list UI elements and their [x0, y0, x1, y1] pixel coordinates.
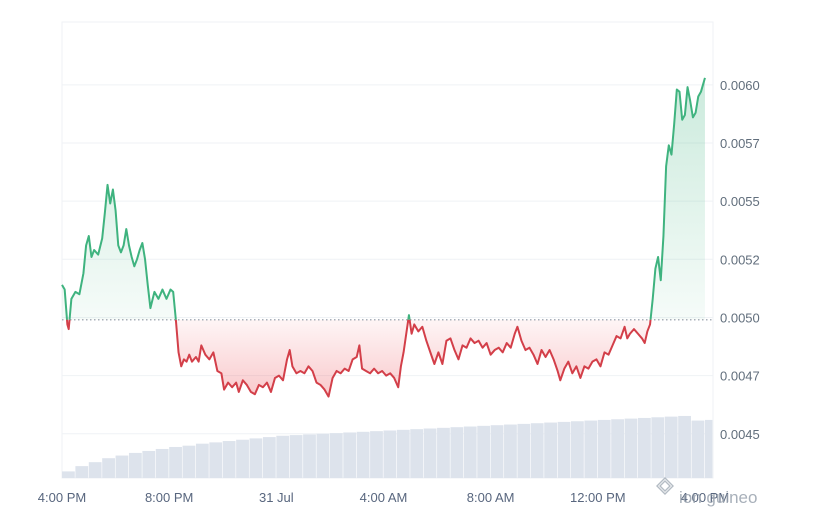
volume-bar	[530, 423, 544, 478]
volume-bar	[356, 431, 370, 478]
x-tick-label: 4:00 PM	[681, 490, 729, 505]
volume-bar	[329, 433, 343, 478]
watermark: ion guineo	[656, 477, 757, 507]
volume-bar	[236, 439, 249, 478]
volume-bar	[624, 418, 638, 478]
x-tick-label: 31 Jul	[259, 490, 294, 505]
volume-bar	[678, 415, 691, 478]
volume-bar	[128, 452, 142, 478]
volume-bar	[477, 425, 491, 478]
x-tick-label: 4:00 PM	[38, 490, 86, 505]
volume-bar	[423, 428, 437, 478]
x-tick-label: 8:00 PM	[145, 490, 193, 505]
x-axis: 4:00 PM 8:00 PM 31 Jul 4:00 AM 8:00 AM 12:00 …	[38, 490, 729, 505]
watermark-text: ion guineo	[679, 488, 757, 507]
volume-bar	[370, 431, 383, 478]
y-tick-label: 0.0057	[720, 136, 760, 151]
y-tick-label: 0.0047	[720, 369, 760, 384]
volume-bar	[276, 435, 290, 478]
volume-bar	[691, 420, 705, 478]
volume-bar	[504, 424, 517, 478]
volume-bar	[62, 471, 75, 478]
volume-bar	[142, 450, 156, 478]
y-tick-label: 0.0050	[720, 310, 760, 325]
price-line-up	[61, 77, 706, 320]
volume-bar	[637, 417, 651, 478]
volume-bar	[262, 437, 276, 478]
volume-bar	[557, 421, 571, 478]
volume-bars	[62, 415, 713, 478]
volume-bar	[396, 429, 410, 478]
volume-bar	[611, 419, 624, 478]
x-tick-label: 8:00 AM	[467, 490, 515, 505]
volume-bar	[490, 425, 504, 478]
volume-bar	[544, 422, 558, 478]
watermark-logo-icon	[656, 477, 674, 495]
volume-bar	[102, 458, 115, 478]
volume-bar	[571, 421, 584, 478]
area-above-baseline	[62, 77, 705, 320]
y-tick-label: 0.0052	[720, 252, 760, 267]
y-tick-label: 0.0045	[720, 427, 760, 442]
volume-bar	[169, 446, 182, 478]
volume-bar	[303, 434, 316, 478]
x-tick-label: 4:00 AM	[360, 490, 408, 505]
plot-frame	[61, 21, 714, 479]
y-axis: 0.0045 0.0047 0.0050 0.0052 0.0055 0.0057 0.00…	[720, 78, 760, 442]
volume-bar	[249, 438, 263, 478]
volume-bar	[463, 426, 477, 478]
volume-bar	[584, 420, 598, 478]
volume-bar	[222, 441, 236, 478]
volume-bar	[410, 429, 424, 478]
volume-bar	[115, 455, 129, 478]
volume-bar	[597, 419, 611, 478]
volume-bar	[651, 417, 665, 478]
x-tick-label: 12:00 PM	[570, 490, 626, 505]
y-tick-label: 0.0060	[720, 78, 760, 93]
volume-bar	[155, 448, 169, 478]
volume-bar	[343, 432, 357, 478]
price-line-down	[65, 319, 652, 398]
price-area	[62, 77, 705, 397]
volume-bar	[517, 423, 531, 478]
volume-bar	[316, 433, 330, 478]
volume-bar	[182, 445, 196, 478]
volume-bar	[450, 427, 464, 478]
y-tick-label: 0.0055	[720, 194, 760, 209]
volume-bar	[289, 435, 303, 478]
volume-bar	[664, 416, 678, 478]
volume-bar	[88, 462, 102, 478]
volume-bar	[209, 442, 223, 478]
area-below-baseline	[62, 319, 705, 397]
volume-bar	[195, 443, 209, 478]
price-line	[61, 77, 713, 398]
volume-bar	[704, 419, 713, 478]
volume-bar	[437, 427, 450, 478]
volume-bar	[383, 430, 397, 478]
volume-bar	[75, 466, 89, 478]
grid	[61, 21, 714, 479]
